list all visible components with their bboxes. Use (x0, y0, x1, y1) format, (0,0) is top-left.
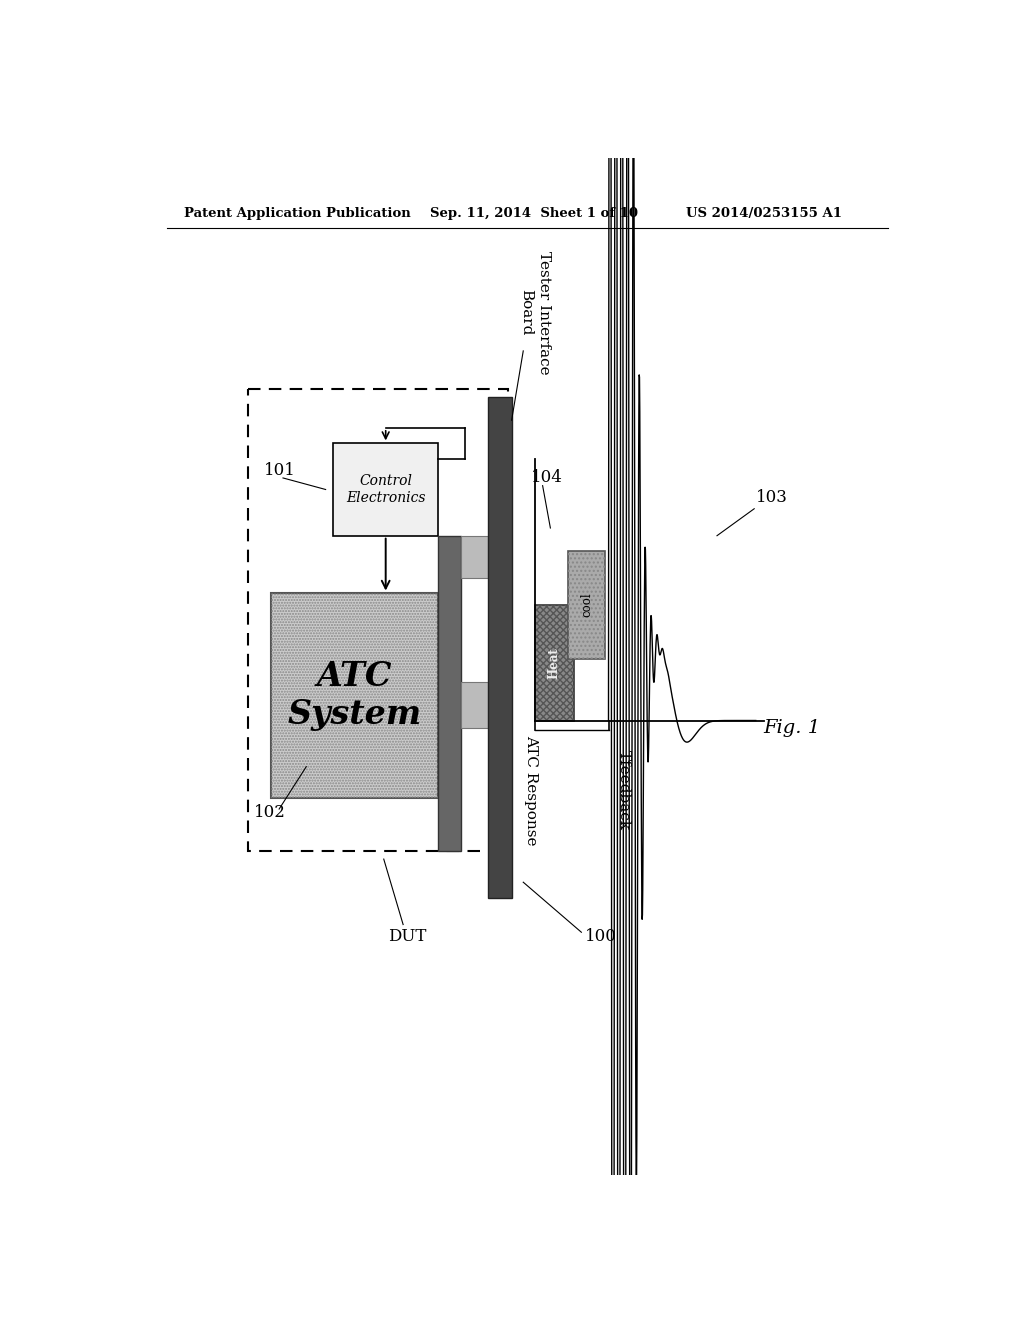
Bar (535, 605, 573, 721)
Text: Control
Electronics: Control Electronics (346, 474, 425, 504)
Text: 103: 103 (756, 488, 787, 506)
Bar (248, 389, 508, 851)
Bar (438, 536, 461, 851)
Bar (271, 594, 438, 797)
Text: 102: 102 (254, 804, 286, 821)
Bar (461, 536, 488, 578)
Text: ATC Response: ATC Response (524, 734, 538, 845)
Bar (488, 397, 512, 898)
Text: DUT: DUT (388, 928, 426, 945)
Bar (535, 605, 573, 721)
Bar (568, 552, 604, 659)
Text: Heat: Heat (548, 647, 561, 678)
Bar (271, 594, 438, 797)
Text: 100: 100 (586, 928, 617, 945)
Text: 101: 101 (263, 462, 296, 479)
Bar (568, 552, 604, 659)
Text: 104: 104 (531, 470, 563, 487)
Text: Tfeedback: Tfeedback (617, 750, 631, 830)
Text: Tester Interface
Board: Tester Interface Board (519, 251, 551, 374)
Bar (461, 682, 488, 729)
Text: Sep. 11, 2014  Sheet 1 of 10: Sep. 11, 2014 Sheet 1 of 10 (430, 207, 638, 220)
Text: Fig. 1: Fig. 1 (764, 719, 820, 737)
Text: Patent Application Publication: Patent Application Publication (183, 207, 411, 220)
Text: US 2014/0253155 A1: US 2014/0253155 A1 (686, 207, 842, 220)
Bar (334, 444, 438, 536)
Text: ATC
System: ATC System (288, 660, 422, 731)
Text: cool: cool (580, 593, 593, 618)
